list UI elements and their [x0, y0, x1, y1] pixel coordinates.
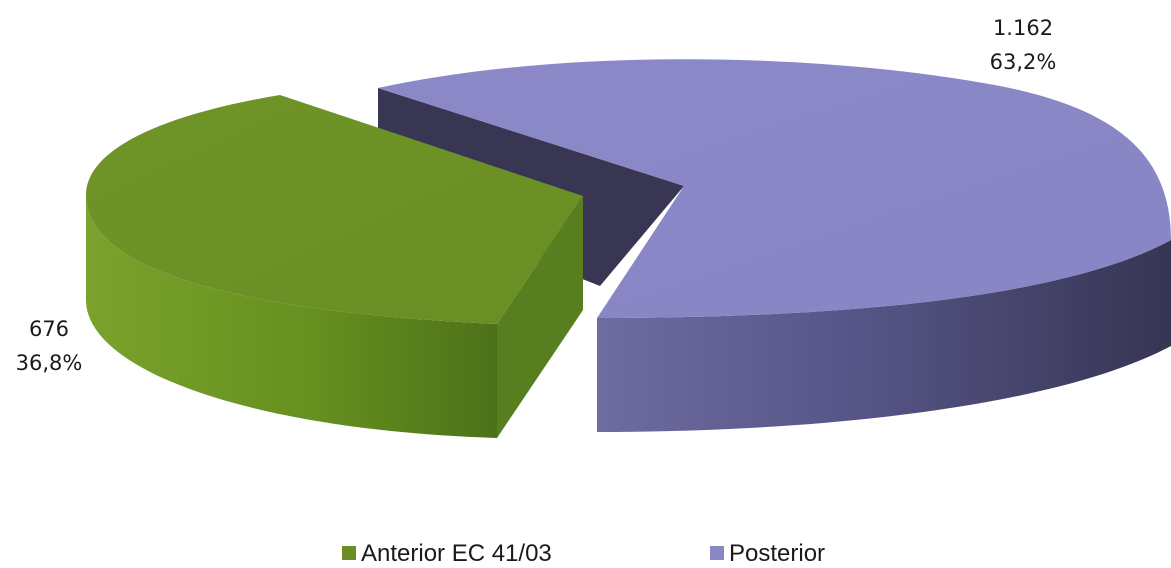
legend-label-anterior: Anterior EC 41/03: [361, 540, 552, 567]
slice-posterior-top: [378, 59, 1171, 319]
legend: Anterior EC 41/03 Posterior: [342, 540, 825, 567]
legend-item-anterior: Anterior EC 41/03: [342, 540, 552, 567]
pie-slice-anterior: [86, 95, 583, 438]
slice-anterior-cut-face: [497, 196, 583, 438]
data-label-anterior-value: 676: [29, 317, 69, 341]
data-label-posterior-percent: 63,2%: [990, 50, 1057, 74]
legend-label-posterior: Posterior: [729, 540, 825, 567]
slice-anterior-top: [86, 95, 583, 324]
legend-swatch-posterior: [710, 546, 724, 560]
data-label-posterior-value: 1.162: [993, 16, 1053, 40]
pie-slice-posterior: [378, 59, 1171, 432]
slice-anterior-side: [86, 195, 497, 438]
legend-swatch-anterior: [342, 546, 356, 560]
data-label-anterior-percent: 36,8%: [16, 351, 83, 375]
slice-posterior-side: [597, 240, 1171, 432]
legend-item-posterior: Posterior: [710, 540, 825, 567]
